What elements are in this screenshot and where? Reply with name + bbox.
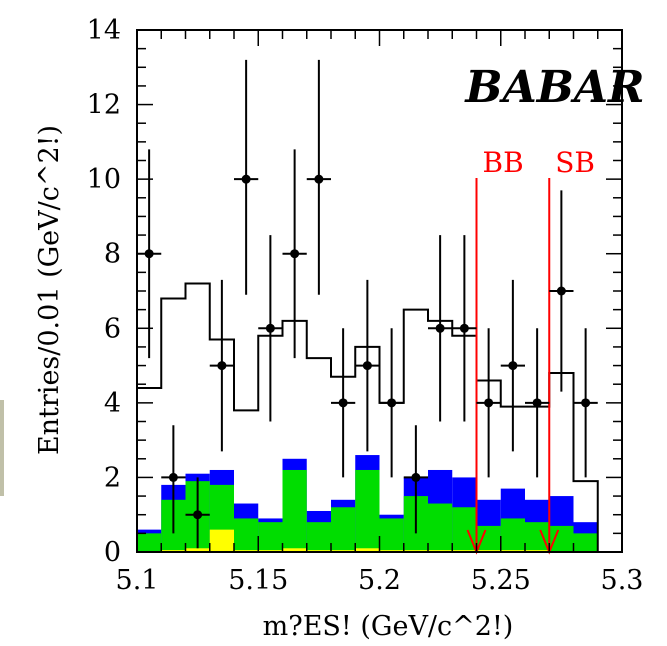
data-point-9 — [362, 361, 372, 371]
bar-s1-b15 — [500, 518, 525, 552]
marker-label-0: BB — [483, 146, 524, 179]
bar-s1-b17 — [549, 525, 574, 552]
bar-s2-b3 — [209, 529, 234, 552]
x-tick-label-4: 5.3 — [601, 565, 644, 596]
data-point-17 — [556, 286, 566, 296]
region-markers: BB SB — [466, 146, 595, 555]
y-tick-label-5: 10 — [87, 164, 121, 195]
outline-histogram-line — [136, 282, 599, 552]
bar-s1-b4 — [234, 518, 259, 552]
bar-s1-b10 — [379, 518, 404, 552]
y-tick-label-6: 12 — [87, 90, 121, 121]
bar-s1-b9 — [355, 469, 380, 552]
data-point-7 — [314, 174, 324, 184]
data-point-13 — [459, 323, 469, 333]
data-point-18 — [581, 398, 591, 408]
data-point-16 — [532, 398, 542, 408]
bar-s1-b18 — [573, 533, 598, 552]
data-point-15 — [508, 361, 518, 371]
tick-labels: 5.1 5.15 5.2 5.25 5.3 0 2 4 6 8 10 12 14 — [87, 15, 644, 596]
side-bracket — [0, 400, 4, 496]
data-point-12 — [435, 323, 445, 333]
data-point-3 — [217, 361, 227, 371]
data-point-6 — [290, 249, 300, 259]
data-point-5 — [265, 323, 275, 333]
bar-s1-b5 — [258, 522, 283, 552]
bar-s1-b12 — [428, 503, 453, 552]
y-tick-label-2: 4 — [104, 388, 121, 419]
outline-histogram — [136, 282, 599, 552]
logo-babar: BABAR — [463, 62, 644, 113]
y-axis-title: Entries/0.01 (GeV/c^2!) — [34, 125, 65, 455]
data-point-2 — [193, 510, 203, 520]
x-tick-label-3: 5.25 — [471, 565, 531, 596]
data-points — [137, 59, 598, 549]
stacked-bars — [137, 455, 598, 552]
y-tick-label-4: 8 — [104, 239, 121, 270]
data-point-14 — [484, 398, 494, 408]
bar-s1-b8 — [331, 507, 356, 552]
x-tick-label-1: 5.15 — [228, 565, 288, 596]
data-point-8 — [338, 398, 348, 408]
y-tick-label-1: 2 — [104, 462, 121, 493]
data-point-11 — [411, 472, 421, 482]
bar-s1-b14 — [476, 525, 501, 552]
y-tick-label-0: 0 — [104, 537, 121, 568]
axis-ticks — [136, 29, 623, 553]
bar-s2-b2 — [185, 548, 210, 552]
data-point-10 — [387, 398, 397, 408]
bar-s1-b16 — [525, 522, 550, 552]
x-tick-label-0: 5.1 — [116, 565, 159, 596]
bar-s1-b7 — [306, 522, 331, 552]
bar-s1-b6 — [282, 469, 307, 552]
bar-s2-b9 — [355, 548, 380, 552]
marker-label-1: SB — [555, 146, 595, 179]
y-tick-label-3: 6 — [104, 313, 121, 344]
data-point-4 — [241, 174, 251, 184]
bar-s1-b0 — [137, 533, 162, 552]
x-axis-title: m?ES! (GeV/c^2!) — [263, 611, 514, 642]
data-point-1 — [168, 472, 178, 482]
bar-s2-b6 — [282, 548, 307, 552]
y-tick-label-7: 14 — [87, 15, 121, 46]
x-tick-label-2: 5.2 — [358, 565, 401, 596]
